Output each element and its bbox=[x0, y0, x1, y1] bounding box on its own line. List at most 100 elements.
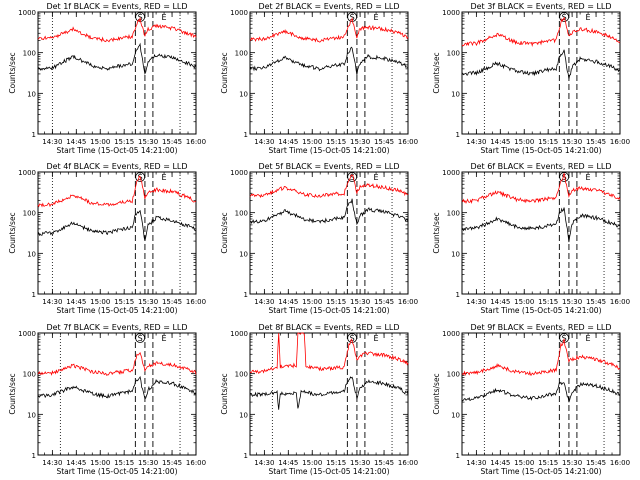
panel-4-x-tick-label: 15:00 bbox=[90, 298, 110, 306]
detector-panel-2: Det 2f BLACK = Events, RED = LLD 1 10 100 10… bbox=[220, 2, 418, 155]
panel-8-y-tick-label: 1000 bbox=[230, 330, 248, 338]
panel-1-x-tick-label: 15:00 bbox=[90, 138, 110, 146]
panel-9-series-red bbox=[461, 338, 621, 377]
detector-panel-3: Det 3f BLACK = Events, RED = LLD 1 10 100 10… bbox=[432, 2, 630, 155]
panel-1-x-tick-label: 15:45 bbox=[162, 138, 182, 146]
panel-7-x-tick-label: 15:45 bbox=[162, 459, 182, 467]
panel-3-end-marker: E bbox=[586, 13, 591, 22]
panel-2-start-marker-circle bbox=[347, 12, 358, 22]
panel-2-ylabel: Counts/sec bbox=[220, 52, 229, 93]
panel-3-y-tick-label: 1000 bbox=[442, 9, 460, 17]
panel-2-series-red bbox=[249, 17, 409, 43]
panel-5-start-marker: S bbox=[350, 173, 355, 182]
panel-5-x-tick-label: 15:15 bbox=[326, 298, 346, 306]
panel-5-y-tick-label: 100 bbox=[235, 210, 248, 218]
panel-7-x-tick-label: 16:00 bbox=[186, 459, 206, 467]
panel-4-y-tick-label: 10 bbox=[27, 250, 36, 258]
panel-5-title: Det 5f BLACK = Events, RED = LLD bbox=[258, 162, 399, 171]
panel-1-x-tick-label: 16:00 bbox=[186, 138, 206, 146]
panel-1-frame bbox=[37, 11, 197, 135]
panel-4-title: Det 4f BLACK = Events, RED = LLD bbox=[46, 162, 187, 171]
panel-1-xlabel: Start Time (15-Oct-05 14:21:00) bbox=[56, 146, 177, 155]
panel-5-x-tick-label: 16:00 bbox=[398, 298, 418, 306]
panel-4-end-marker: E bbox=[162, 173, 167, 182]
panel-8-x-tick-label: 14:45 bbox=[278, 459, 298, 467]
panel-3-x-tick-label: 14:30 bbox=[466, 138, 486, 146]
panel-3-y-tick-label: 1 bbox=[456, 131, 460, 139]
panel-1-y-tick-label: 1 bbox=[32, 131, 36, 139]
panel-5-x-tick-label: 15:30 bbox=[350, 298, 370, 306]
panel-6-x-tick-label: 15:45 bbox=[586, 298, 606, 306]
panel-7-x-tick-label: 15:15 bbox=[114, 459, 134, 467]
panel-2-x-tick-label: 14:45 bbox=[278, 138, 298, 146]
panel-8-series-black bbox=[249, 376, 409, 410]
panel-6-start-marker: S bbox=[562, 173, 567, 182]
panel-6-x-tick-label: 14:30 bbox=[466, 298, 486, 306]
panel-8-x-tick-label: 14:30 bbox=[254, 459, 274, 467]
panel-9-start-marker: S bbox=[562, 334, 567, 343]
panel-5-y-tick-label: 10 bbox=[239, 250, 248, 258]
panel-1-x-tick-label: 15:15 bbox=[114, 138, 134, 146]
panel-9-frame bbox=[461, 332, 621, 456]
panel-3-xlabel: Start Time (15-Oct-05 14:21:00) bbox=[480, 146, 601, 155]
panel-9-ylabel: Counts/sec bbox=[432, 373, 441, 414]
panel-9-x-tick-label: 15:15 bbox=[538, 459, 558, 467]
panel-6-xlabel: Start Time (15-Oct-05 14:21:00) bbox=[480, 306, 601, 315]
panel-8-x-tick-label: 15:00 bbox=[302, 459, 322, 467]
panel-9-end-marker: E bbox=[586, 334, 591, 343]
panel-1-series-red bbox=[37, 17, 197, 43]
panel-7-y-tick-label: 100 bbox=[23, 371, 36, 379]
panel-2-y-tick-label: 1 bbox=[244, 131, 248, 139]
panel-7-series-black bbox=[37, 375, 197, 400]
panel-3-x-tick-label: 15:45 bbox=[586, 138, 606, 146]
panel-7-start-marker-circle bbox=[135, 333, 146, 343]
panel-5-frame bbox=[249, 171, 409, 295]
panel-1-end-marker: E bbox=[162, 13, 167, 22]
panel-9-x-tick-label: 15:00 bbox=[514, 459, 534, 467]
detector-panel-8: Det 8f BLACK = Events, RED = LLD 1 10 100 10… bbox=[220, 323, 418, 476]
panel-4-x-tick-label: 15:45 bbox=[162, 298, 182, 306]
panel-4-ylabel: Counts/sec bbox=[8, 212, 17, 253]
panel-7-end-marker: E bbox=[162, 334, 167, 343]
panel-3-title: Det 3f BLACK = Events, RED = LLD bbox=[470, 2, 611, 11]
panel-4-x-tick-label: 14:30 bbox=[42, 298, 62, 306]
panel-7-x-tick-label: 15:30 bbox=[138, 459, 158, 467]
panel-1-y-tick-label: 1000 bbox=[18, 9, 36, 17]
panel-2-x-tick-label: 15:00 bbox=[302, 138, 322, 146]
panel-9-x-tick-label: 14:45 bbox=[490, 459, 510, 467]
panel-9-x-tick-label: 15:30 bbox=[562, 459, 582, 467]
panel-5-x-tick-label: 15:00 bbox=[302, 298, 322, 306]
panel-3-series-red bbox=[461, 16, 621, 48]
panel-6-x-tick-label: 15:30 bbox=[562, 298, 582, 306]
panel-5-x-tick-label: 15:45 bbox=[374, 298, 394, 306]
panel-8-series-red bbox=[249, 332, 409, 375]
panel-3-x-tick-label: 15:15 bbox=[538, 138, 558, 146]
panel-1-x-tick-label: 14:30 bbox=[42, 138, 62, 146]
panel-7-x-tick-label: 15:00 bbox=[90, 459, 110, 467]
panel-6-series-red bbox=[461, 173, 621, 204]
panel-4-y-tick-label: 100 bbox=[23, 210, 36, 218]
panel-8-start-marker: S bbox=[350, 334, 355, 343]
panel-2-x-tick-label: 15:30 bbox=[350, 138, 370, 146]
panel-5-y-tick-label: 1000 bbox=[230, 169, 248, 177]
panel-3-series-black bbox=[461, 49, 621, 80]
panel-4-y-tick-label: 1 bbox=[32, 291, 36, 299]
panel-9-title: Det 9f BLACK = Events, RED = LLD bbox=[470, 323, 611, 332]
panel-4-x-tick-label: 15:30 bbox=[138, 298, 158, 306]
panel-5-start-marker-circle bbox=[347, 172, 358, 182]
panel-9-y-tick-label: 100 bbox=[447, 371, 460, 379]
panel-4-x-tick-label: 15:15 bbox=[114, 298, 134, 306]
panel-1-start-marker: S bbox=[138, 13, 143, 22]
panel-8-x-tick-label: 15:30 bbox=[350, 459, 370, 467]
panel-9-x-tick-label: 14:30 bbox=[466, 459, 486, 467]
panel-5-xlabel: Start Time (15-Oct-05 14:21:00) bbox=[268, 306, 389, 315]
panel-4-x-tick-label: 14:45 bbox=[66, 298, 86, 306]
panel-8-y-tick-label: 1 bbox=[244, 452, 248, 460]
panel-2-x-tick-label: 15:45 bbox=[374, 138, 394, 146]
panel-2-x-tick-label: 14:30 bbox=[254, 138, 274, 146]
panel-8-y-tick-label: 10 bbox=[239, 411, 248, 419]
panel-6-end-marker: E bbox=[586, 173, 591, 182]
panel-2-start-marker: S bbox=[350, 13, 355, 22]
detector-panel-7: Det 7f BLACK = Events, RED = LLD 1 10 100 10… bbox=[8, 323, 206, 476]
